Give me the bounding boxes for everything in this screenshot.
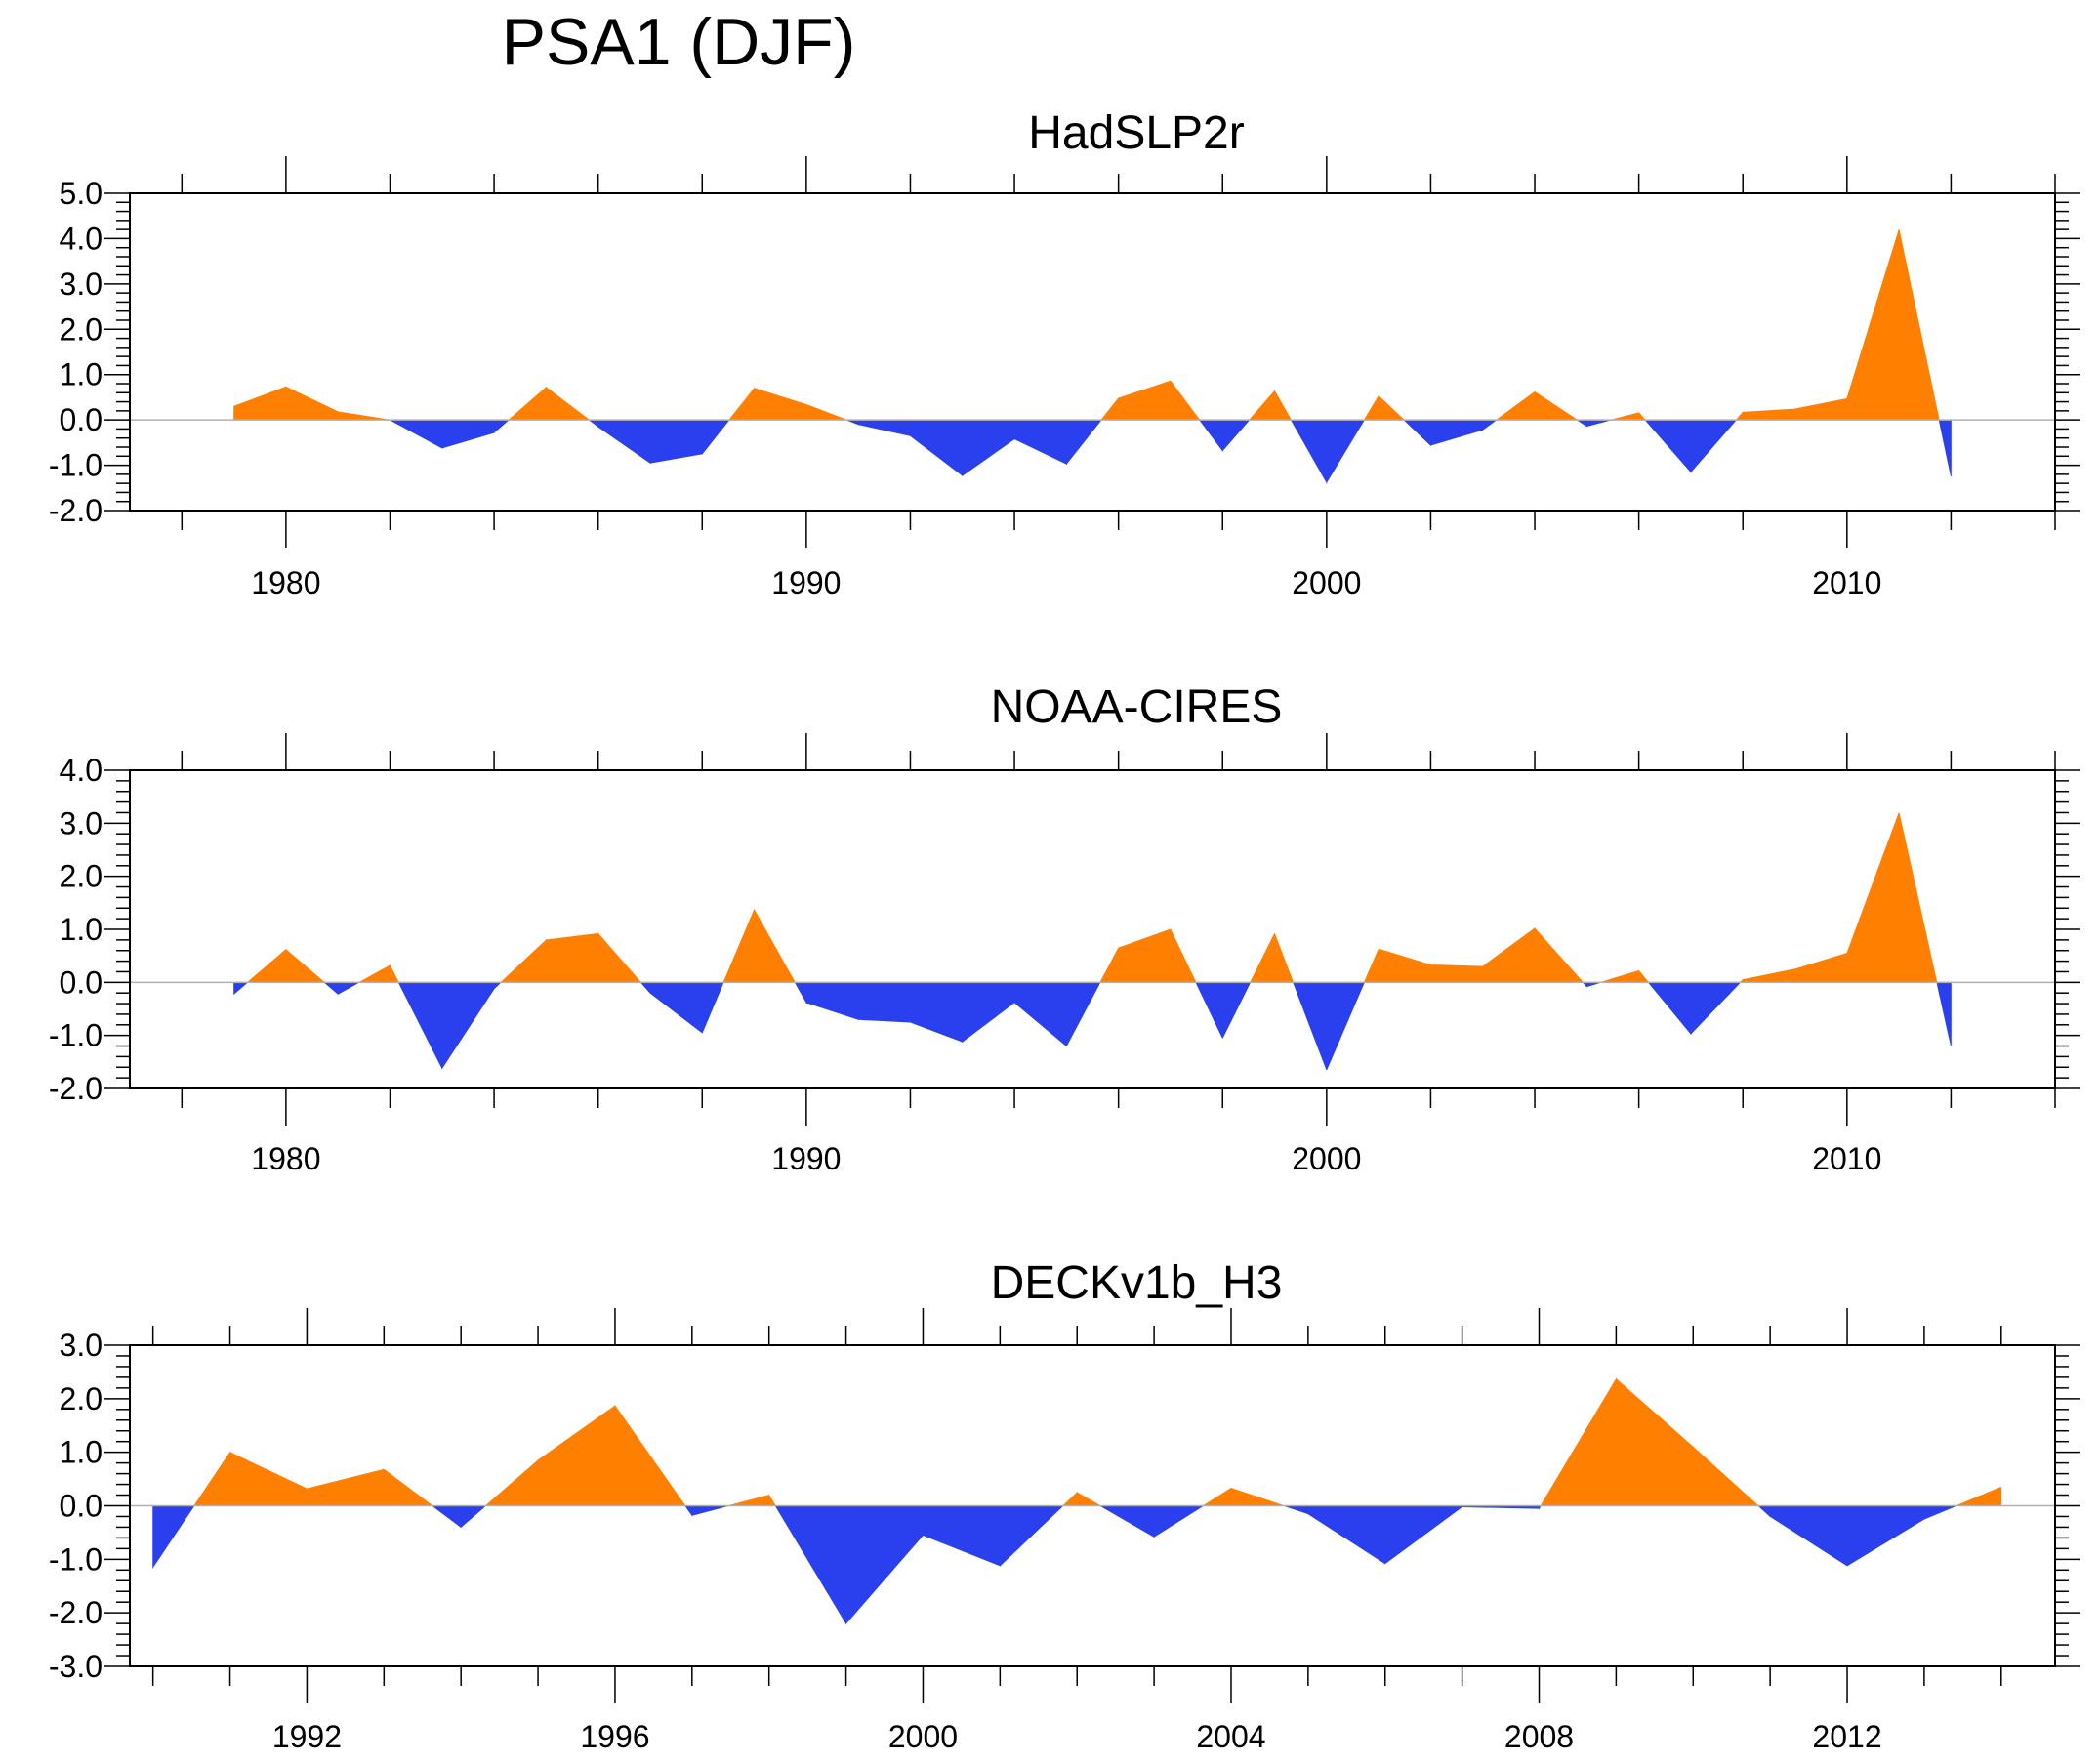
main-title: PSA1 (DJF) <box>501 5 856 79</box>
y-tick-label: 0.0 <box>60 964 103 1000</box>
y-tick-label: -2.0 <box>49 1595 103 1630</box>
x-tick-label: 2010 <box>1812 565 1881 600</box>
x-tick-label: 2010 <box>1812 1141 1881 1176</box>
y-tick-label: 1.0 <box>60 1435 103 1470</box>
y-tick-label: 5.0 <box>60 176 103 211</box>
y-tick-label: 0.0 <box>60 1489 103 1524</box>
x-tick-label: 1980 <box>251 565 320 600</box>
x-tick-label: 1990 <box>771 565 841 600</box>
y-tick-label: 0.0 <box>60 402 103 437</box>
y-tick-label: -1.0 <box>49 448 103 483</box>
panel-2: NOAA-CIRES -2.0 -1.0 0.0 1.0 2.0 3.0 4.0 1980 199… <box>49 681 2080 1176</box>
y-tick-label: 1.0 <box>60 357 103 392</box>
positive-area <box>246 812 1938 983</box>
y-tick-label: -3.0 <box>49 1649 103 1684</box>
y-tick-label: 3.0 <box>60 267 103 302</box>
y-tick-label: -1.0 <box>49 1541 103 1577</box>
y-tick-label: 3.0 <box>60 1328 103 1363</box>
negative-area <box>233 981 1952 1071</box>
negative-area <box>152 1505 1956 1625</box>
x-tick-label: 2000 <box>1292 1141 1361 1176</box>
y-tick-label: 1.0 <box>60 912 103 947</box>
negative-area <box>390 419 1952 484</box>
plot-frame <box>129 769 2056 1089</box>
x-tick-label: 2012 <box>1812 1719 1881 1754</box>
y-tick-label: 3.0 <box>60 805 103 841</box>
y-tick-label: 2.0 <box>60 859 103 894</box>
y-tick-label: -2.0 <box>49 493 103 528</box>
positive-area <box>193 1377 2002 1506</box>
x-tick-label: 2000 <box>888 1719 958 1754</box>
x-tick-label: 1996 <box>580 1719 649 1754</box>
y-tick-label: 2.0 <box>60 1381 103 1416</box>
y-tick-label: 2.0 <box>60 311 103 347</box>
x-tick-label: 1980 <box>251 1141 320 1176</box>
panel-3: DECKv1b_H3 -3.0 -2.0 -1.0 0.0 1.0 2.0 3.0 1992 19… <box>49 1257 2080 1754</box>
panel-title: DECKv1b_H3 <box>991 1257 1283 1309</box>
plot-frame <box>129 192 2056 512</box>
positive-area <box>233 229 1940 421</box>
y-tick-label: 4.0 <box>60 753 103 788</box>
panel-title: NOAA-CIRES <box>991 681 1283 733</box>
x-tick-label: 1992 <box>272 1719 342 1754</box>
y-tick-label: -2.0 <box>49 1071 103 1106</box>
x-tick-label: 2000 <box>1292 565 1361 600</box>
x-tick-label: 2004 <box>1196 1719 1265 1754</box>
x-tick-label: 2008 <box>1504 1719 1574 1754</box>
y-tick-label: -1.0 <box>49 1018 103 1053</box>
panel-1: HadSLP2r -2.0 -1.0 0.0 1.0 2.0 3.0 4.0 5.0 1980 19… <box>49 107 2080 600</box>
panel-title: HadSLP2r <box>1028 107 1244 159</box>
x-tick-label: 1990 <box>771 1141 841 1176</box>
y-tick-label: 4.0 <box>60 221 103 256</box>
